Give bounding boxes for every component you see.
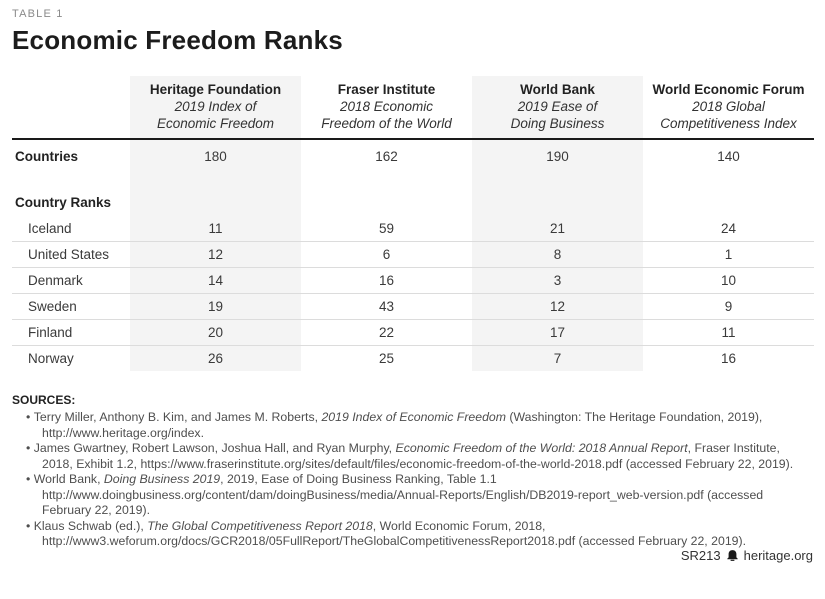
- page-title: Economic Freedom Ranks: [12, 25, 343, 55]
- rank-value: 21: [472, 216, 643, 242]
- org-subtitle: Doing Business: [510, 116, 605, 131]
- country-name: Iceland: [28, 221, 72, 236]
- footer-site-text: heritage.org: [743, 548, 813, 563]
- rank-value: 7: [472, 345, 643, 371]
- rank-value: 3: [472, 267, 643, 294]
- citation-text: World Bank,: [33, 472, 104, 486]
- country-ranks-section-row: Country Ranks: [12, 192, 814, 216]
- org-subtitle: 2018 Economic: [339, 99, 434, 114]
- rank-value: 43: [378, 299, 395, 314]
- countries-count-heritage: 180: [130, 139, 301, 172]
- rank-value: 12: [472, 293, 643, 320]
- org-subtitle: 2019 Index of: [174, 99, 257, 114]
- table-header-row: Heritage Foundation 2019 Index of Econom…: [12, 76, 814, 139]
- source-citation-fraser: James Gwartney, Robert Lawson, Joshua Ha…: [12, 441, 813, 472]
- rank-value: 24: [720, 221, 737, 236]
- table-row-denmark: Denmark 14 16 3 10: [12, 267, 814, 294]
- rank-value: 1: [724, 247, 733, 262]
- citation-text: Terry Miller, Anthony B. Kim, and James …: [33, 410, 322, 424]
- country-name: Finland: [28, 325, 73, 340]
- footer: SR213 heritage.org: [681, 548, 813, 563]
- row-label-countries: Countries: [15, 149, 79, 164]
- org-subtitle: Freedom of the World: [321, 116, 452, 131]
- sources-heading: SOURCES:: [12, 393, 76, 407]
- table-row-iceland: Iceland 11 59 21 24: [12, 216, 814, 242]
- org-subtitle: 2018 Global: [692, 99, 765, 114]
- countries-count-row: Countries 180 162 190 140: [12, 139, 814, 172]
- citation-text: , 2019, Ease of Doing Business Ranking, …: [42, 472, 764, 517]
- rank-value: 17: [472, 319, 643, 346]
- table-number-label: TABLE 1: [12, 8, 64, 20]
- rank-value: 11: [721, 325, 736, 340]
- country-name: Norway: [28, 351, 74, 366]
- table-row-sweden: Sweden 19 43 12 9: [12, 293, 814, 320]
- rank-value: 19: [130, 293, 301, 320]
- rank-value: 12: [130, 241, 301, 268]
- column-header-world-economic-forum: World Economic Forum 2018 Global Competi…: [643, 76, 814, 139]
- column-header-heritage-foundation: Heritage Foundation 2019 Index of Econom…: [130, 76, 301, 139]
- sources-section: SOURCES: Terry Miller, Anthony B. Kim, a…: [12, 393, 813, 550]
- economic-freedom-table: Heritage Foundation 2019 Index of Econom…: [12, 76, 814, 371]
- countries-count-fraser: 162: [375, 149, 398, 164]
- rank-value: 14: [130, 267, 301, 294]
- rank-value: 11: [130, 216, 301, 242]
- rank-value: 10: [720, 273, 737, 288]
- report-id: SR213: [680, 548, 721, 563]
- org-name: World Economic Forum: [652, 82, 805, 97]
- citation-text: , Fraser Institute, 2018, Exhibit 1.2, h…: [42, 441, 794, 471]
- section-label-country-ranks: Country Ranks: [15, 195, 112, 210]
- country-name: Denmark: [28, 273, 83, 288]
- citation-title: Economic Freedom of the World: 2018 Annu…: [395, 441, 688, 455]
- rank-value: 8: [472, 241, 643, 268]
- org-name: World Bank: [520, 82, 595, 97]
- citation-title: Doing Business 2019: [103, 472, 221, 486]
- rank-value: 59: [378, 221, 395, 236]
- citation-text: Klaus Schwab (ed.),: [33, 518, 148, 533]
- countries-count-world-bank: 190: [472, 139, 643, 172]
- source-citation-heritage: Terry Miller, Anthony B. Kim, and James …: [12, 410, 813, 441]
- spacer-row: [12, 172, 814, 192]
- rank-value: 22: [378, 325, 395, 340]
- rank-value: 6: [382, 247, 391, 262]
- country-name: United States: [28, 247, 110, 262]
- source-citation-wef: Klaus Schwab (ed.), The Global Competiti…: [12, 519, 813, 550]
- citation-text: James Gwartney, Robert Lawson, Joshua Ha…: [33, 441, 396, 455]
- citation-title: The Global Competitiveness Report 2018: [147, 518, 373, 533]
- rank-value: 9: [724, 299, 733, 314]
- rank-value: 16: [720, 351, 737, 366]
- liberty-bell-icon: [726, 549, 739, 562]
- rank-value: 20: [130, 319, 301, 346]
- table-row-finland: Finland 20 22 17 11: [12, 319, 814, 346]
- rank-value: 25: [378, 351, 395, 366]
- countries-count-wef: 140: [717, 149, 740, 164]
- org-subtitle: Competitiveness Index: [660, 116, 797, 131]
- rank-value: 16: [378, 273, 395, 288]
- org-name: Heritage Foundation: [149, 82, 282, 97]
- header-empty-cell: [12, 76, 130, 139]
- citation-text: , World Economic Forum, 2018, http://www…: [42, 518, 747, 549]
- citation-text: (Washington: The Heritage Foundation, 20…: [42, 410, 763, 440]
- org-name: Fraser Institute: [337, 82, 436, 97]
- table-row-united-states: United States 12 6 8 1: [12, 241, 814, 268]
- source-citation-world-bank: World Bank, Doing Business 2019, 2019, E…: [12, 472, 813, 519]
- citation-title: 2019 Index of Economic Freedom: [321, 410, 507, 424]
- table-row-norway: Norway 26 25 7 16: [12, 345, 814, 371]
- column-header-fraser-institute: Fraser Institute 2018 Economic Freedom o…: [301, 76, 472, 139]
- org-subtitle: Economic Freedom: [156, 116, 275, 131]
- rank-value: 26: [130, 345, 301, 371]
- column-header-world-bank: World Bank 2019 Ease of Doing Business: [472, 76, 643, 139]
- country-name: Sweden: [28, 299, 77, 314]
- org-subtitle: 2019 Ease of: [517, 99, 598, 114]
